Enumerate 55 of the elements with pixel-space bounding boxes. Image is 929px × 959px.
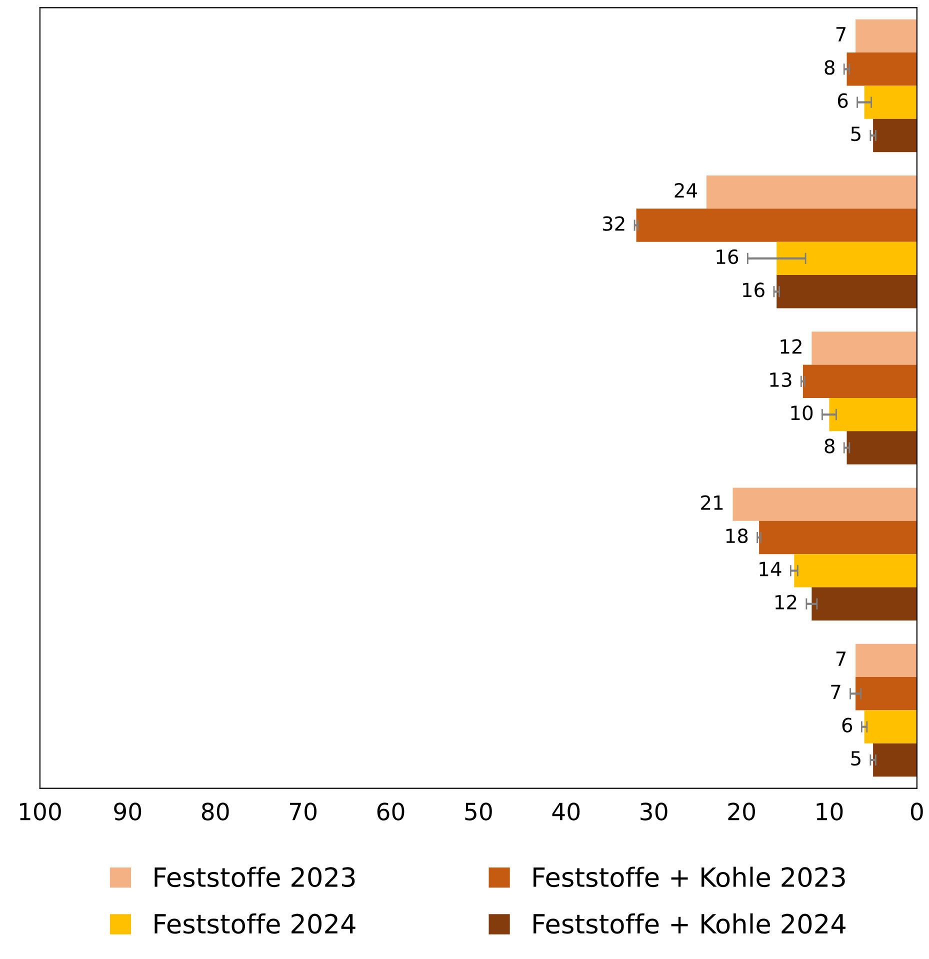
bar	[846, 431, 917, 464]
data-label: 10	[791, 406, 813, 420]
data-label: 12	[780, 339, 802, 354]
data-label: 6	[842, 718, 852, 732]
data-label: 32	[602, 216, 624, 231]
bar	[856, 677, 917, 710]
bar	[873, 743, 917, 777]
bar	[864, 86, 917, 119]
x-tick-label: 70	[290, 802, 316, 820]
bar	[802, 364, 917, 398]
bar	[776, 275, 917, 308]
data-label: 21	[701, 495, 723, 510]
legend-label: Feststoffe + Kohle 2024	[534, 913, 846, 934]
bar	[794, 554, 917, 588]
data-label: 13	[770, 372, 792, 388]
bar	[829, 398, 917, 432]
x-tick-label: 10	[816, 802, 843, 820]
data-label: 7	[836, 652, 846, 666]
x-tick-label: 90	[114, 802, 142, 820]
bar	[812, 587, 917, 620]
x-tick-label: 50	[465, 802, 492, 820]
data-label: 18	[726, 528, 748, 544]
bar	[812, 332, 917, 365]
x-tick-label: 0	[910, 802, 923, 820]
x-tick-label: 20	[728, 802, 755, 820]
legend-label: Feststoffe 2023	[154, 866, 355, 888]
data-label: 12	[775, 594, 796, 610]
data-label: 14	[760, 562, 782, 576]
data-label: 7	[836, 27, 846, 42]
data-label: 5	[851, 126, 860, 142]
data-label: 8	[824, 60, 834, 75]
bar	[856, 19, 917, 53]
data-label: 6	[838, 93, 848, 108]
x-tick-label: 30	[640, 802, 668, 820]
bar	[846, 52, 917, 86]
x-tick-label: 40	[552, 802, 580, 820]
data-label: 7	[831, 684, 840, 700]
x-tick-label: 80	[202, 802, 229, 820]
data-label: 5	[851, 751, 860, 766]
bar	[873, 118, 917, 152]
bar	[856, 644, 917, 678]
bar	[776, 242, 917, 276]
data-label: 16	[743, 282, 764, 298]
x-tick-label: 100	[20, 802, 61, 820]
legend-label: Feststoffe 2024	[154, 913, 356, 934]
bar	[636, 208, 917, 242]
data-label: 8	[824, 438, 834, 454]
bar	[706, 176, 917, 209]
bar	[732, 488, 917, 521]
data-label: 24	[674, 183, 698, 198]
bar	[864, 710, 917, 744]
x-tick-label: 60	[377, 802, 404, 820]
data-label: 16	[716, 249, 738, 264]
legend-label: Feststoffe + Kohle 2023	[534, 866, 845, 888]
bar	[759, 520, 917, 554]
